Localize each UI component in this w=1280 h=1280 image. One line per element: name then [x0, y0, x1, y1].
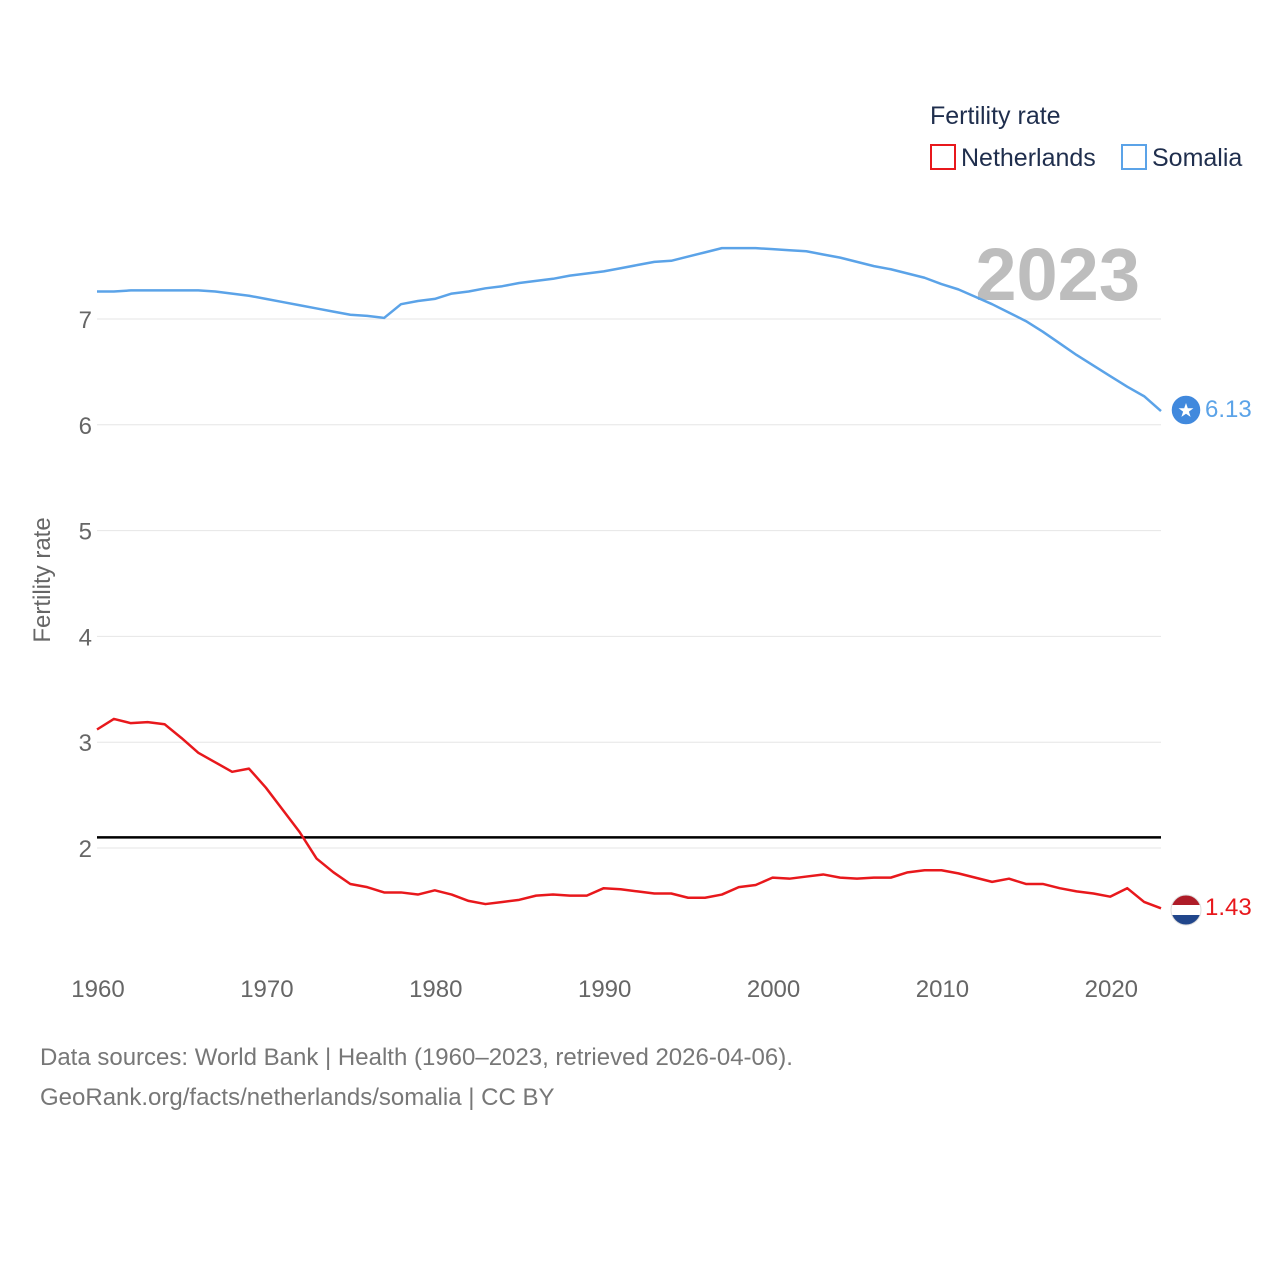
x-axis-ticks: 1960 1970 1980 1990 2000 2010 2020: [71, 976, 1138, 1003]
data-source-note: Data sources: World Bank | Health (1960–…: [40, 1044, 793, 1071]
x-tick-label: 1960: [71, 976, 124, 1003]
x-tick-label: 1990: [578, 976, 631, 1003]
year-watermark: 2023: [975, 233, 1140, 316]
series-line-somalia: [97, 246, 1162, 412]
series-line-netherlands: [96, 717, 1162, 910]
netherlands-end-value: 1.43: [1205, 894, 1252, 921]
y-tick-label: 7: [79, 307, 92, 334]
source-url-license: GeoRank.org/facts/netherlands/somalia | …: [40, 1084, 555, 1111]
legend-label-netherlands: Netherlands: [961, 144, 1096, 172]
legend-item-somalia[interactable]: Somalia: [1121, 144, 1242, 172]
x-tick-label: 2000: [747, 976, 800, 1003]
legend-swatch-somalia: [1121, 144, 1147, 170]
legend-item-netherlands[interactable]: Netherlands: [930, 144, 1096, 172]
netherlands-flag-marker: [1170, 894, 1202, 926]
y-axis-ticks: 2 3 4 5 6 7: [79, 307, 92, 863]
x-tick-label: 1980: [409, 976, 462, 1003]
somalia-flag-marker: [1170, 394, 1202, 426]
netherlands-flag-icon: [1171, 895, 1201, 925]
star-icon: [1178, 403, 1194, 417]
legend: Fertility rate Netherlands Somalia: [930, 102, 1242, 172]
y-axis-title: Fertility rate: [29, 517, 56, 642]
y-tick-label: 5: [79, 519, 92, 546]
gridlines: [97, 318, 1161, 849]
legend-label-somalia: Somalia: [1152, 144, 1242, 172]
somalia-end-value: 6.13: [1205, 396, 1252, 423]
y-tick-label: 4: [79, 624, 92, 651]
legend-swatch-netherlands: [930, 144, 956, 170]
x-tick-label: 2020: [1085, 976, 1138, 1003]
y-tick-label: 2: [79, 836, 92, 863]
y-tick-label: 3: [79, 730, 92, 757]
x-tick-label: 1970: [240, 976, 293, 1003]
y-tick-label: 6: [79, 413, 92, 440]
series-lines: [96, 246, 1162, 910]
legend-title: Fertility rate: [930, 102, 1061, 130]
x-tick-label: 2010: [916, 976, 969, 1003]
